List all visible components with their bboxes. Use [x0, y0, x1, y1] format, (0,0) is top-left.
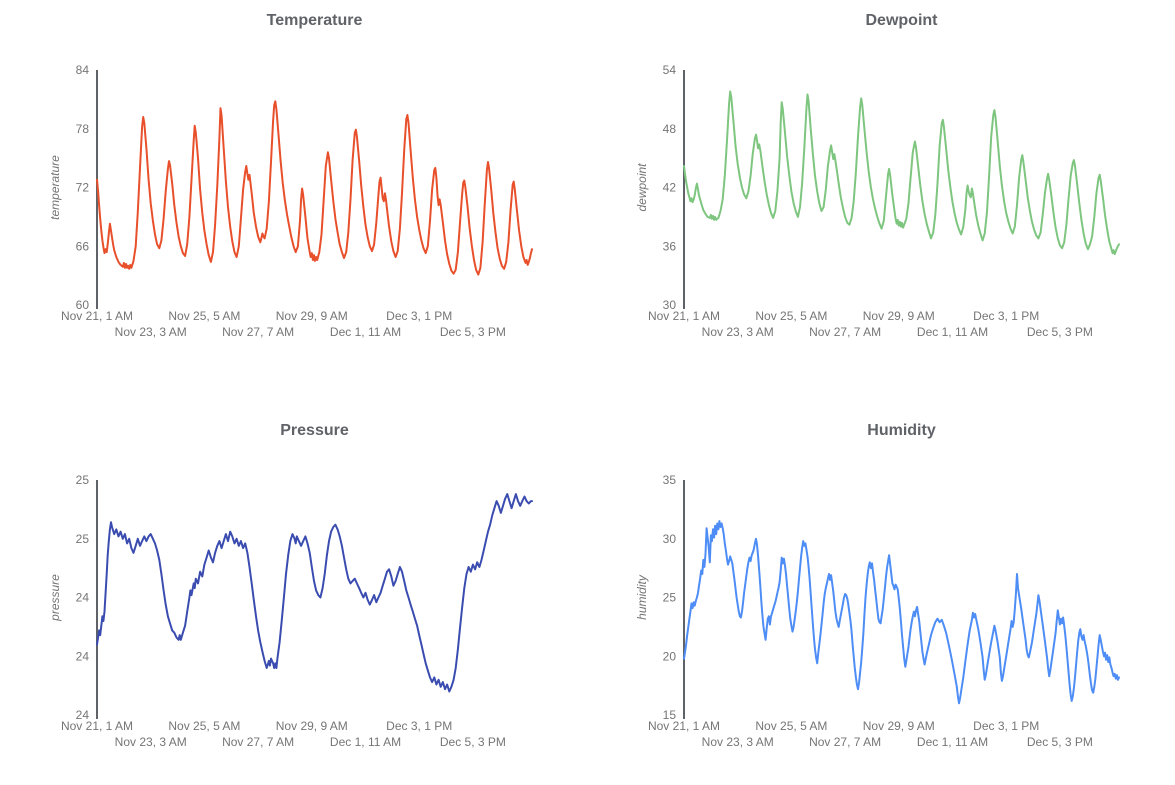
temperature-y-tick-label: 60	[76, 298, 90, 312]
humidity-y-tick-label: 25	[663, 591, 677, 605]
temperature-chart-cell: Temperature 84 78 72 66 60 temperature Nov 21,…	[0, 0, 587, 392]
temperature-y-tick-label: 84	[76, 63, 90, 77]
humidity-chart-title: Humidity	[867, 422, 936, 439]
dewpoint-series-line	[683, 90, 1120, 256]
humidity-y-tick-label: 20	[663, 649, 677, 663]
humidity-x-tick-label: Nov 25, 5 AM	[755, 719, 827, 733]
humidity-x-tick-label: Nov 29, 9 AM	[863, 719, 935, 733]
humidity-plot: 35 30 25 20 15 humidity Nov 21, 1 AM Nov 23, 3 …	[635, 473, 1120, 749]
temperature-y-tick-label: 72	[76, 181, 90, 195]
dewpoint-y-tick-label: 54	[663, 63, 677, 77]
temperature-x-tick-label: Nov 27, 7 AM	[222, 325, 294, 339]
pressure-plot: 25 25 24 24 24 pressure Nov 21, 1 AM Nov 23, 3 …	[48, 473, 533, 749]
pressure-x-tick-label: Nov 25, 5 AM	[168, 719, 240, 733]
humidity-y-tick-label: 15	[663, 708, 677, 722]
pressure-x-tick-label: Nov 27, 7 AM	[222, 735, 294, 749]
temperature-chart-title: Temperature	[266, 12, 363, 29]
pressure-y-tick-label: 24	[76, 649, 90, 663]
humidity-series-line	[683, 520, 1120, 705]
temperature-x-tick-label: Dec 5, 3 PM	[440, 325, 506, 339]
pressure-y-tick-label: 25	[76, 532, 90, 546]
dewpoint-x-tick-label: Nov 25, 5 AM	[755, 309, 827, 323]
humidity-x-tick-label: Dec 5, 3 PM	[1027, 735, 1093, 749]
pressure-y-tick-label: 24	[76, 708, 90, 722]
pressure-x-tick-label: Nov 21, 1 AM	[61, 719, 133, 733]
humidity-y-tick-label: 30	[663, 532, 677, 546]
temperature-x-tick-label: Nov 29, 9 AM	[276, 309, 348, 323]
dewpoint-x-tick-label: Dec 1, 11 AM	[917, 325, 988, 339]
temperature-x-tick-label: Dec 3, 1 PM	[386, 309, 452, 323]
temperature-x-tick-label: Dec 1, 11 AM	[330, 325, 401, 339]
humidity-x-tick-label: Nov 21, 1 AM	[648, 719, 720, 733]
temperature-y-tick-label: 66	[76, 239, 90, 253]
temperature-y-axis-title: temperature	[48, 155, 62, 220]
humidity-x-tick-label: Nov 27, 7 AM	[809, 735, 881, 749]
humidity-y-axis-title: humidity	[635, 574, 649, 620]
dewpoint-x-tick-label: Dec 5, 3 PM	[1027, 325, 1093, 339]
pressure-y-axis-title: pressure	[48, 574, 62, 622]
humidity-x-tick-label: Nov 23, 3 AM	[702, 735, 774, 749]
dewpoint-chart-title: Dewpoint	[865, 12, 938, 29]
temperature-plot: 84 78 72 66 60 temperature Nov 21, 1 AM Nov 23,…	[48, 63, 533, 339]
temperature-x-tick-label: Nov 25, 5 AM	[168, 309, 240, 323]
pressure-x-tick-label: Nov 29, 9 AM	[276, 719, 348, 733]
pressure-y-tick-label: 25	[76, 473, 90, 487]
pressure-chart-title: Pressure	[280, 422, 349, 439]
pressure-x-tick-label: Dec 5, 3 PM	[440, 735, 506, 749]
temperature-y-tick-label: 78	[76, 122, 90, 136]
pressure-series-line	[96, 493, 533, 693]
pressure-x-tick-label: Nov 23, 3 AM	[115, 735, 187, 749]
dewpoint-y-tick-label: 30	[663, 298, 677, 312]
temperature-x-tick-label: Nov 21, 1 AM	[61, 309, 133, 323]
humidity-chart-cell: Humidity 35 30 25 20 15 humidity Nov 21, 1 AM N…	[587, 392, 1175, 785]
humidity-x-tick-label: Dec 3, 1 PM	[973, 719, 1039, 733]
dewpoint-x-tick-label: Dec 3, 1 PM	[973, 309, 1039, 323]
pressure-x-tick-label: Dec 1, 11 AM	[330, 735, 401, 749]
dewpoint-chart-cell: Dewpoint 54 48 42 36 30 dewpoint Nov 21, 1 AM N…	[587, 0, 1175, 392]
temperature-series-line	[96, 100, 533, 276]
dewpoint-x-tick-label: Nov 29, 9 AM	[863, 309, 935, 323]
dewpoint-y-tick-label: 42	[663, 181, 677, 195]
dewpoint-plot: 54 48 42 36 30 dewpoint Nov 21, 1 AM Nov 23, 3 …	[635, 63, 1120, 339]
temperature-x-tick-label: Nov 23, 3 AM	[115, 325, 187, 339]
dewpoint-x-tick-label: Nov 27, 7 AM	[809, 325, 881, 339]
pressure-x-tick-label: Dec 3, 1 PM	[386, 719, 452, 733]
humidity-x-tick-label: Dec 1, 11 AM	[917, 735, 988, 749]
pressure-chart-cell: Pressure 25 25 24 24 24 pressure Nov 21, 1 AM N…	[0, 392, 587, 785]
dewpoint-x-tick-label: Nov 23, 3 AM	[702, 325, 774, 339]
humidity-y-tick-label: 35	[663, 473, 677, 487]
dewpoint-x-tick-label: Nov 21, 1 AM	[648, 309, 720, 323]
pressure-y-tick-label: 24	[76, 591, 90, 605]
dewpoint-y-tick-label: 36	[663, 239, 677, 253]
dewpoint-y-axis-title: dewpoint	[635, 163, 649, 212]
dewpoint-y-tick-label: 48	[663, 122, 677, 136]
